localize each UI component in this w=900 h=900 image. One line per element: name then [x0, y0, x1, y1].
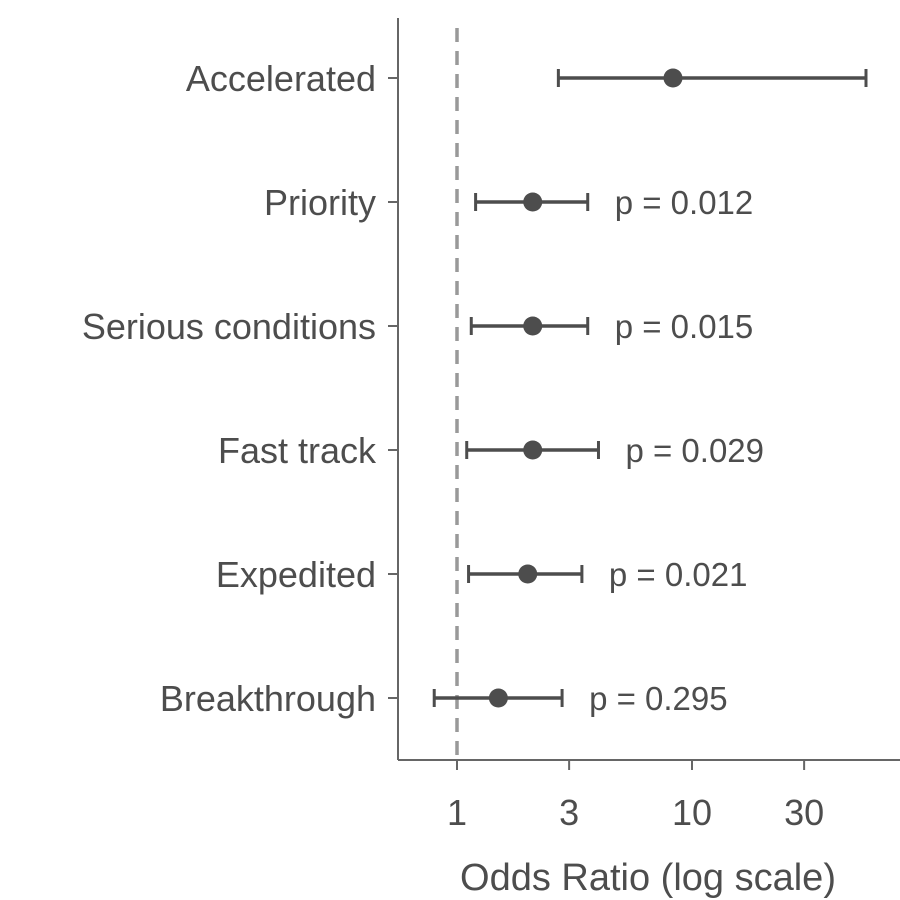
- category-label: Priority: [264, 182, 376, 223]
- p-value-label: p = 0.021: [609, 556, 748, 593]
- point-estimate: [488, 688, 508, 708]
- axes: [397, 18, 900, 761]
- point-estimate: [523, 192, 543, 212]
- forest-row: Priority p = 0.012: [264, 182, 753, 223]
- forest-row: Expedited p = 0.021: [216, 554, 748, 595]
- point-estimate: [523, 316, 543, 336]
- x-axis-title: Odds Ratio (log scale): [460, 857, 836, 899]
- forest-row: Serious conditions p = 0.015: [82, 306, 753, 347]
- p-value-label: p = 0.029: [625, 432, 764, 469]
- x-tick-label: 10: [672, 792, 712, 833]
- x-tick-label: 1: [447, 792, 467, 833]
- category-label: Serious conditions: [82, 306, 376, 347]
- point-estimate: [663, 68, 683, 88]
- point-estimate: [523, 440, 543, 460]
- category-label: Fast track: [218, 430, 377, 471]
- category-label: Expedited: [216, 554, 376, 595]
- rows-layer: Accelerated Priority p = 0.012 Serious cond…: [82, 58, 868, 719]
- x-tick-label: 30: [784, 792, 824, 833]
- p-value-label: p = 0.295: [589, 680, 728, 717]
- forest-row: Breakthrough p = 0.295: [160, 678, 728, 719]
- category-label: Breakthrough: [160, 678, 376, 719]
- x-ticks: 1 3 10 30: [447, 760, 824, 833]
- forest-row: Fast track p = 0.029: [218, 430, 764, 471]
- point-estimate: [518, 564, 538, 584]
- category-label: Accelerated: [186, 58, 376, 99]
- x-tick-label: 3: [559, 792, 579, 833]
- p-value-label: p = 0.012: [615, 184, 754, 221]
- p-value-label: p = 0.015: [615, 308, 754, 345]
- forest-row: Accelerated: [186, 58, 868, 99]
